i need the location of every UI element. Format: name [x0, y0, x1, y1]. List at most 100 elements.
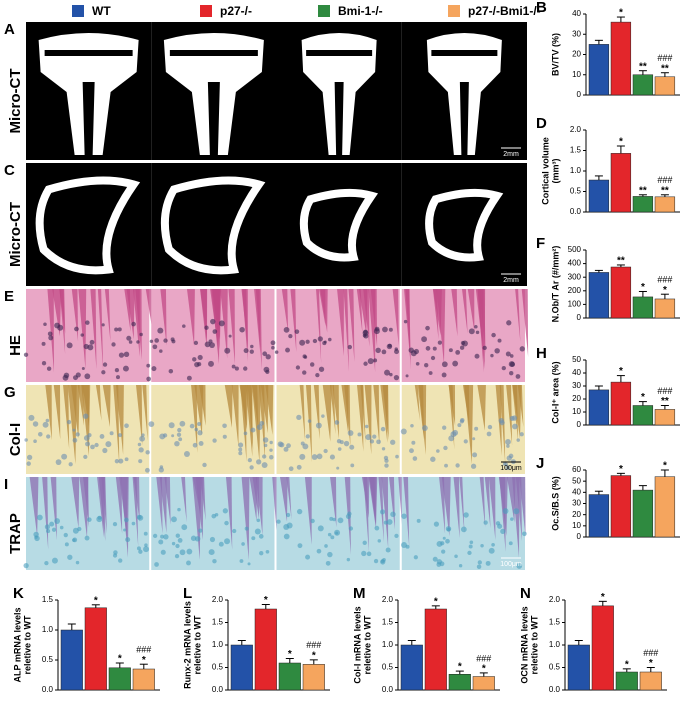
cell-dot	[139, 435, 145, 442]
tissue-streak	[356, 289, 363, 333]
image-cell	[401, 163, 527, 286]
bar	[632, 296, 654, 319]
cell-dot	[212, 329, 218, 334]
cell-dot	[385, 547, 391, 553]
cell-dot	[349, 444, 355, 450]
cell-dot	[171, 339, 176, 344]
cell-dot	[388, 327, 393, 332]
cell-dot	[186, 375, 192, 381]
cell-dot	[202, 462, 207, 468]
cell-dot	[84, 535, 90, 541]
cell-dot	[500, 528, 506, 535]
bar	[639, 671, 662, 691]
cell-dot	[440, 541, 445, 546]
tissue-streak	[255, 289, 262, 370]
cell-dot	[511, 415, 518, 421]
cell-dot	[412, 456, 418, 461]
cell-dot	[212, 558, 217, 564]
cell-dot	[387, 343, 392, 348]
cell-dot	[410, 350, 417, 357]
cell-dot	[283, 446, 289, 452]
significance-star: *	[619, 8, 623, 19]
scale-label: 100μm	[500, 561, 522, 568]
cell-dot	[218, 541, 224, 547]
tissue-streak	[186, 289, 195, 347]
cell-dot	[505, 465, 511, 471]
cell-dot	[118, 458, 124, 464]
cell-dot	[171, 541, 176, 546]
tissue-streak	[286, 477, 292, 520]
legend-label: WT	[92, 4, 111, 18]
tissue-streak	[512, 385, 522, 439]
cell-dot	[384, 369, 391, 376]
cell-dot	[491, 332, 496, 338]
cell-dot	[501, 365, 506, 371]
tissue-streak	[459, 477, 465, 534]
significance-star: *	[641, 392, 645, 403]
tissue-streak	[380, 385, 388, 443]
cell-dot	[168, 422, 175, 429]
cell-dot	[158, 539, 164, 545]
y-tick-label: 1.0	[549, 640, 561, 649]
y-tick-label: 100	[568, 300, 582, 309]
cell-dot	[283, 533, 290, 540]
cell-dot	[288, 466, 294, 472]
cell-dot	[162, 433, 168, 438]
bar	[610, 266, 632, 319]
cell-dot	[310, 518, 315, 524]
cell-dot	[46, 366, 52, 371]
cell-dot	[394, 347, 398, 351]
cell-dot	[138, 459, 143, 464]
cell-dot	[256, 424, 263, 431]
cell-dot	[386, 519, 393, 525]
panel-letter: B	[536, 0, 547, 16]
cell-dot	[51, 527, 57, 532]
cell-dot	[99, 434, 105, 439]
cell-dot	[198, 441, 204, 446]
error-bar	[616, 145, 625, 154]
bar	[588, 494, 610, 538]
cell-dot	[499, 420, 505, 426]
cell-dot	[238, 447, 243, 452]
cell-dot	[316, 453, 323, 460]
cell-dot	[222, 508, 228, 514]
cell-dot	[376, 439, 381, 445]
cell-dot	[519, 346, 525, 352]
cell-dot	[83, 435, 90, 441]
bar	[278, 662, 301, 691]
cell-dot	[299, 339, 306, 346]
cell-dot	[174, 440, 180, 447]
cell-dot	[345, 513, 352, 519]
bar	[400, 644, 423, 691]
cell-dot	[189, 423, 195, 429]
error-bar	[616, 472, 625, 476]
y-tick-label: 20	[572, 50, 581, 59]
cell-dot	[112, 521, 118, 527]
cell-dot	[279, 442, 285, 448]
legend-swatch	[200, 5, 212, 17]
cell-dot	[269, 448, 273, 452]
tissue-streak	[467, 289, 475, 332]
cell-dot	[214, 512, 219, 517]
tissue-streak	[344, 385, 351, 447]
cell-dot	[131, 321, 136, 327]
cell-dot	[158, 467, 164, 473]
cell-dot	[126, 335, 132, 341]
significance-star: *	[288, 649, 292, 660]
bone	[163, 33, 264, 155]
cell-dot	[324, 544, 328, 548]
cell-dot	[329, 454, 335, 460]
cell-dot	[34, 535, 38, 539]
cell-dot	[144, 543, 148, 547]
y-axis-label: reletive to WT	[529, 615, 539, 675]
cell-dot	[439, 561, 445, 567]
cell-dot	[347, 430, 354, 436]
panel-letter: I	[4, 476, 8, 493]
cell-dot	[302, 370, 307, 375]
y-axis-label: ALP mRNA levels	[12, 607, 22, 682]
bar	[448, 674, 471, 691]
cell-dot	[101, 370, 106, 375]
cell-dot	[136, 340, 140, 344]
